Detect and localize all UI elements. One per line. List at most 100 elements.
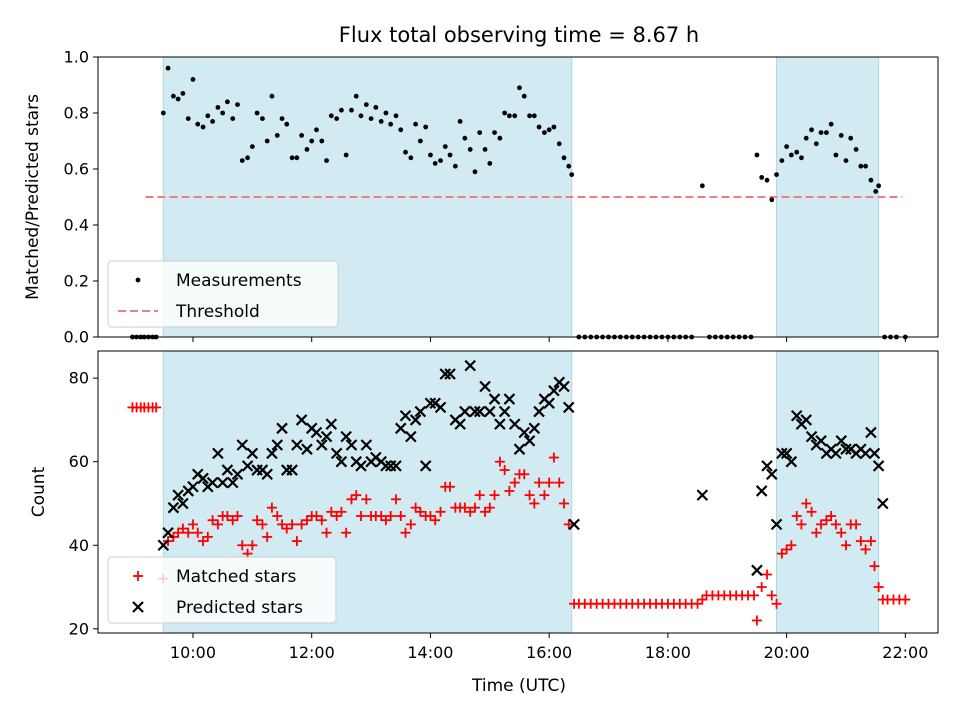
measurement-point (215, 105, 221, 110)
measurement-point (457, 119, 463, 124)
matched-star-point (445, 481, 456, 492)
measurement-point (828, 121, 834, 127)
predicted-star-point (751, 564, 763, 577)
predicted-star-point (508, 418, 521, 430)
measurement-point (417, 138, 423, 144)
measurement-point (432, 161, 438, 166)
measurement-point (393, 113, 399, 119)
measurement-point (823, 130, 829, 136)
predicted-star-point (291, 439, 303, 451)
ratio-y-axis-label: Matched/Predicted stars (23, 94, 43, 300)
measurement-point (521, 93, 527, 99)
measurement-point (699, 183, 705, 189)
measurement-point (304, 147, 310, 152)
matched-star-point (544, 477, 555, 488)
measurement-point (517, 85, 522, 91)
predicted-star-point (776, 447, 788, 460)
matched-star-point (391, 494, 402, 505)
predicted-star-point (266, 447, 278, 460)
count-panel: 20 40 60 80 10:00 12:00 14:00 16:00 18:00 20:00 2… (29, 350, 939, 662)
measurement-point (556, 141, 562, 147)
measurement-point (388, 121, 394, 127)
measurement-point (408, 155, 414, 161)
measurement-point (353, 93, 359, 99)
matched-star-point (836, 527, 847, 538)
predicted-star-point (454, 418, 466, 430)
measurement-point (413, 121, 418, 127)
measurement-point (264, 138, 270, 144)
matched-star-point (281, 523, 292, 534)
matched-star-point (266, 502, 277, 513)
count-y-axis-label: Count (29, 466, 49, 517)
y-tick-label: 40 (69, 536, 89, 555)
matched-star-point (855, 536, 866, 547)
predicted-star-point (360, 439, 373, 451)
measurement-point (423, 124, 429, 130)
matched-star-point (287, 519, 298, 530)
measurement-point (774, 172, 779, 178)
measurement-point (165, 65, 171, 71)
matched-star-point (869, 561, 880, 572)
matched-star-point (762, 569, 773, 580)
measurement-point (803, 135, 809, 141)
predicted-star-point (390, 460, 402, 472)
legend-swatch (133, 571, 143, 581)
predicted-star-point (696, 489, 709, 501)
matched-star-point (539, 490, 550, 501)
predicted-star-point (473, 405, 486, 418)
matched-star-point (484, 502, 495, 513)
matched-star-point (548, 452, 559, 463)
matched-star-point (192, 527, 203, 538)
matched-star-point (272, 511, 283, 522)
measurement-point (225, 99, 230, 105)
measurement-point (506, 113, 512, 119)
matched-star-point (748, 590, 759, 601)
measurement-point (487, 161, 493, 166)
measurement-point (833, 152, 839, 158)
measurement-point (472, 169, 478, 175)
x-tick-label: 12:00 (289, 643, 335, 662)
predicted-star-point (444, 368, 456, 380)
measurement-point (492, 130, 497, 136)
matched-star-point (499, 465, 510, 476)
matched-star-point (509, 477, 520, 488)
matched-star-point (207, 515, 218, 526)
matched-star-point (563, 519, 574, 530)
measurement-point (462, 135, 468, 141)
x-tick-label: 22:00 (882, 643, 928, 662)
y-tick-label: 0.6 (64, 160, 89, 179)
measurement-point (531, 113, 537, 119)
measurement-point (442, 144, 448, 150)
x-tick-label: 10:00 (170, 643, 216, 662)
matched-star-point (489, 490, 500, 501)
predicted-star-point (498, 405, 511, 418)
predicted-star-point (484, 405, 496, 418)
measurement-point (190, 77, 196, 82)
measurement-point (314, 127, 319, 133)
measurement-point (858, 163, 864, 169)
predicted-star-point (221, 464, 234, 476)
measurement-point (294, 155, 300, 161)
predicted-star-point (859, 447, 872, 460)
matched-star-point (816, 519, 827, 530)
predicted-star-point (276, 422, 288, 435)
predicted-star-point (548, 384, 560, 397)
predicted-star-point (236, 439, 249, 451)
measurement-point (260, 116, 265, 121)
matched-star-point (151, 402, 162, 413)
predicted-star-point (340, 430, 352, 443)
predicted-star-point (479, 380, 491, 393)
predicted-star-point (800, 414, 812, 426)
predicted-star-point (815, 435, 827, 447)
measurement-point (175, 96, 181, 102)
measurement-point (205, 113, 211, 119)
legend-swatch (135, 277, 141, 283)
predicted-star-point (488, 393, 501, 405)
measurement-point (863, 163, 868, 169)
matched-star-point (247, 540, 258, 551)
predicted-star-point (459, 405, 471, 418)
measurement-point (447, 152, 453, 158)
matched-star-point (766, 590, 777, 601)
predicted-star-point (330, 447, 343, 460)
matched-star-point (519, 469, 530, 480)
